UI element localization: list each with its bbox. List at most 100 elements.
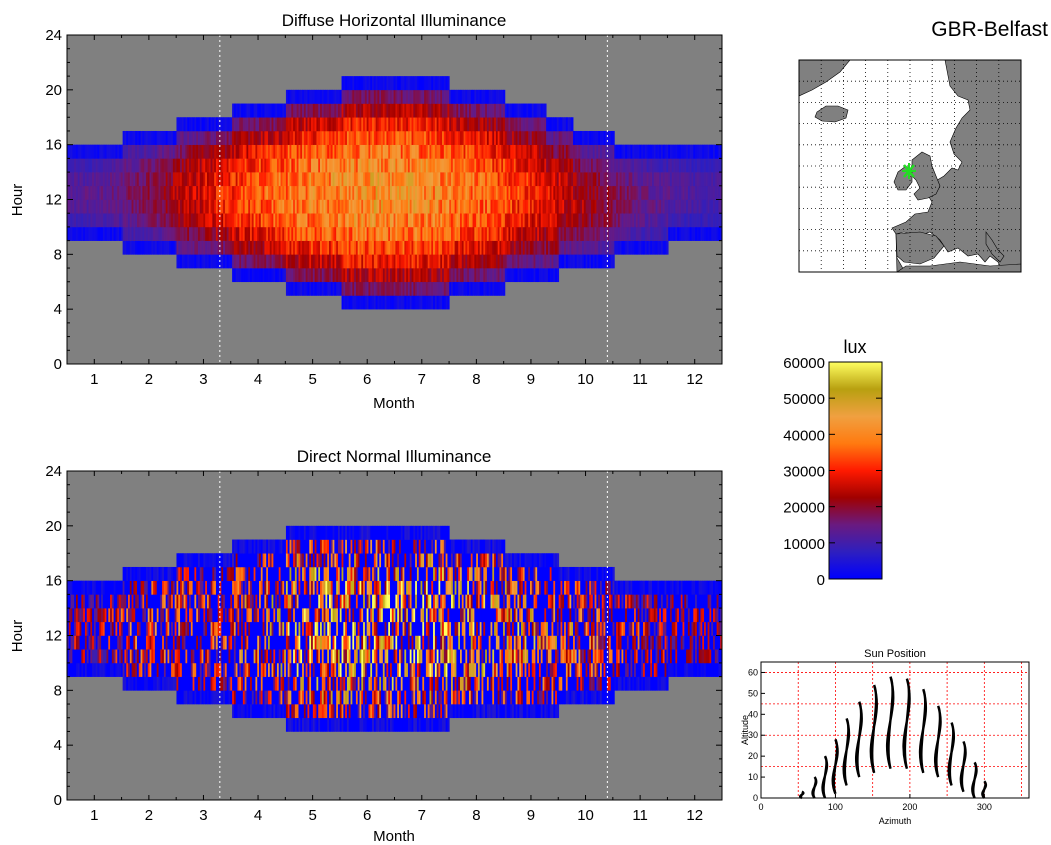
- diffuse-cell: [246, 144, 249, 159]
- diffuse-cell: [407, 130, 411, 145]
- diffuse-cell: [549, 144, 552, 159]
- diffuse-cell: [447, 213, 450, 228]
- diffuse-cell: [515, 199, 518, 214]
- direct-cell: [142, 621, 145, 636]
- diffuse-cell: [357, 158, 360, 173]
- diffuse-cell: [635, 226, 639, 241]
- diffuse-cell: [495, 199, 499, 214]
- diffuse-cell: [332, 117, 335, 132]
- diffuse-cell: [603, 199, 606, 214]
- diffuse-cell: [260, 199, 263, 214]
- diffuse-cell: [599, 254, 603, 269]
- diffuse-cell: [553, 172, 556, 187]
- direct-cell: [122, 635, 125, 650]
- diffuse-cell: [244, 226, 247, 241]
- direct-cell: [117, 594, 120, 609]
- diffuse-cell: [104, 213, 107, 228]
- diffuse-cell: [691, 172, 694, 187]
- diffuse-cell: [183, 130, 186, 145]
- diffuse-cell: [601, 144, 604, 159]
- diffuse-cell: [345, 185, 348, 200]
- direct-cell: [93, 580, 97, 595]
- diffuse-cell: [210, 185, 213, 200]
- diffuse-cell: [449, 213, 452, 228]
- direct-cell: [138, 566, 141, 581]
- diffuse-cell: [425, 240, 429, 255]
- direct-cell: [120, 662, 124, 677]
- diffuse-cell: [479, 172, 482, 187]
- diffuse-cell: [300, 144, 303, 159]
- diffuse-cell: [196, 172, 199, 187]
- diffuse-cell: [192, 254, 195, 269]
- diffuse-cell: [420, 103, 423, 118]
- diffuse-cell: [153, 213, 156, 228]
- diffuse-cell: [675, 158, 678, 173]
- diffuse-cell: [248, 144, 251, 159]
- diffuse-cell: [687, 213, 691, 228]
- diffuse-cell: [284, 158, 287, 173]
- diffuse-cell: [327, 240, 330, 255]
- diffuse-cell: [163, 144, 167, 159]
- direct-cell: [181, 635, 185, 650]
- diffuse-cell: [397, 144, 400, 159]
- diffuse-cell: [375, 130, 378, 145]
- diffuse-cell: [659, 172, 662, 187]
- diffuse-cell: [623, 213, 626, 228]
- diffuse-cell: [282, 254, 285, 269]
- diffuse-cell: [580, 185, 583, 200]
- diffuse-cell: [655, 185, 658, 200]
- diffuse-cell: [377, 76, 380, 91]
- diffuse-cell: [547, 117, 551, 132]
- diffuse-cell: [302, 158, 305, 173]
- diffuse-cell: [526, 103, 529, 118]
- diffuse-cell: [513, 268, 517, 283]
- diffuse-cell: [398, 76, 402, 91]
- diffuse-cell: [470, 240, 473, 255]
- diffuse-cell: [346, 199, 350, 214]
- diffuse-cell: [479, 254, 482, 269]
- diffuse-cell: [384, 240, 387, 255]
- diffuse-cell: [635, 240, 639, 255]
- diffuse-cell: [411, 185, 414, 200]
- diffuse-cell: [190, 254, 194, 269]
- diffuse-cell: [720, 185, 722, 200]
- diffuse-cell: [215, 185, 219, 200]
- diffuse-cell: [553, 240, 556, 255]
- diffuse-cell: [278, 158, 281, 173]
- diffuse-cell: [300, 172, 303, 187]
- diffuse-cell: [646, 199, 649, 214]
- diffuse-cell: [158, 240, 161, 255]
- diffuse-cell: [131, 213, 134, 228]
- diffuse-cell: [472, 199, 475, 214]
- diffuse-cell: [181, 117, 185, 132]
- diffuse-cell: [477, 144, 481, 159]
- diffuse-cell: [521, 130, 524, 145]
- diffuse-cell: [359, 295, 362, 310]
- diffuse-cell: [239, 199, 242, 214]
- diffuse-cell: [154, 226, 158, 241]
- diffuse-cell: [151, 144, 154, 159]
- diffuse-cell: [208, 172, 211, 187]
- direct-cell: [131, 635, 134, 650]
- diffuse-cell: [451, 281, 454, 296]
- diffuse-cell: [79, 172, 82, 187]
- diffuse-cell: [357, 76, 360, 91]
- diffuse-cell: [253, 144, 256, 159]
- diffuse-cell: [653, 172, 656, 187]
- diffuse-cell: [361, 254, 364, 269]
- diffuse-cell: [542, 213, 545, 228]
- diffuse-cell: [479, 130, 482, 145]
- diffuse-cell: [212, 240, 215, 255]
- diffuse-cell: [416, 281, 420, 296]
- diffuse-cell: [382, 117, 386, 132]
- direct-cell: [86, 635, 89, 650]
- diffuse-cell: [628, 213, 631, 228]
- diffuse-cell: [312, 89, 316, 104]
- direct-cell: [92, 608, 95, 623]
- diffuse-cell: [386, 213, 389, 228]
- diffuse-cell: [163, 240, 167, 255]
- diffuse-cell: [643, 226, 646, 241]
- diffuse-cell: [156, 185, 159, 200]
- diffuse-cell: [253, 268, 256, 283]
- diffuse-cell: [228, 172, 231, 187]
